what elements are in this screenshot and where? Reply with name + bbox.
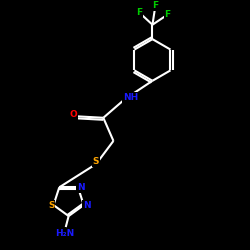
Text: N: N (77, 183, 85, 192)
Text: F: F (136, 8, 142, 17)
Text: O: O (70, 110, 78, 120)
Text: N: N (83, 200, 90, 209)
Text: F: F (152, 1, 158, 10)
Text: S: S (48, 200, 54, 209)
Text: F: F (164, 10, 170, 19)
Text: NH: NH (123, 93, 138, 102)
Text: H₂N: H₂N (56, 230, 75, 238)
Text: S: S (93, 157, 99, 166)
